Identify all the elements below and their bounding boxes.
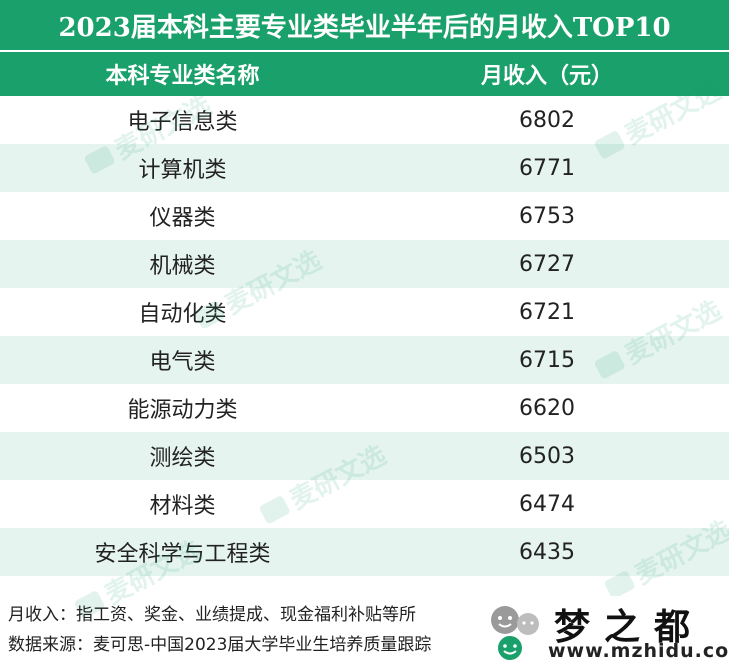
major-name: 测绘类: [149, 446, 216, 471]
table-title: 2023届本科主要专业类毕业半年后的月收入TOP10: [0, 0, 729, 50]
header-monthly-income: 月收入（元）: [480, 64, 613, 89]
major-name: 仪器类: [149, 206, 216, 231]
footnote-data-source: 数据来源：麦可思-中国2023届大学毕业生培养质量跟踪: [8, 635, 432, 655]
major-name: 电子信息类: [127, 110, 238, 135]
table-row: 电子信息类 6802: [0, 96, 729, 144]
income-value: 6771: [519, 155, 575, 181]
table-header: 本科专业类名称 月收入（元）: [0, 50, 729, 96]
income-value: 6721: [519, 299, 575, 325]
major-name: 能源动力类: [127, 398, 238, 423]
chat-bubbles-icon: [491, 606, 539, 660]
table-row: 材料类 6474: [0, 480, 729, 528]
table-row: 仪器类 6753: [0, 192, 729, 240]
income-value: 6435: [519, 539, 575, 565]
income-value: 6474: [519, 491, 575, 517]
income-value: 6620: [519, 395, 575, 421]
table-row: 机械类 6727: [0, 240, 729, 288]
brand-url: www.mzhidu.com: [548, 640, 729, 662]
brand-logo: 梦之都 www.mzhidu.com: [484, 596, 729, 668]
income-value: 6503: [519, 443, 575, 469]
major-name: 安全科学与工程类: [94, 542, 271, 567]
major-name: 材料类: [149, 494, 216, 519]
table-row: 计算机类 6771: [0, 144, 729, 192]
table-body: 电子信息类 6802 计算机类 6771 仪器类 6753 机械类 6727 自…: [0, 96, 729, 576]
table-row: 电气类 6715: [0, 336, 729, 384]
income-value: 6753: [519, 203, 575, 229]
footnote-income-definition: 月收入：指工资、奖金、业绩提成、现金福利补贴等所: [8, 605, 416, 625]
major-name: 计算机类: [138, 158, 227, 183]
table-row: 安全科学与工程类 6435: [0, 528, 729, 576]
income-value: 6727: [519, 251, 575, 277]
brand-name: 梦之都: [554, 607, 705, 648]
table-row: 自动化类 6721: [0, 288, 729, 336]
income-value: 6715: [519, 347, 575, 373]
header-major-category: 本科专业类名称: [105, 64, 260, 89]
table-row: 测绘类 6503: [0, 432, 729, 480]
major-name: 机械类: [149, 254, 216, 279]
major-name: 电气类: [149, 350, 216, 375]
income-value: 6802: [519, 107, 575, 133]
major-name: 自动化类: [138, 302, 227, 327]
table-row: 能源动力类 6620: [0, 384, 729, 432]
